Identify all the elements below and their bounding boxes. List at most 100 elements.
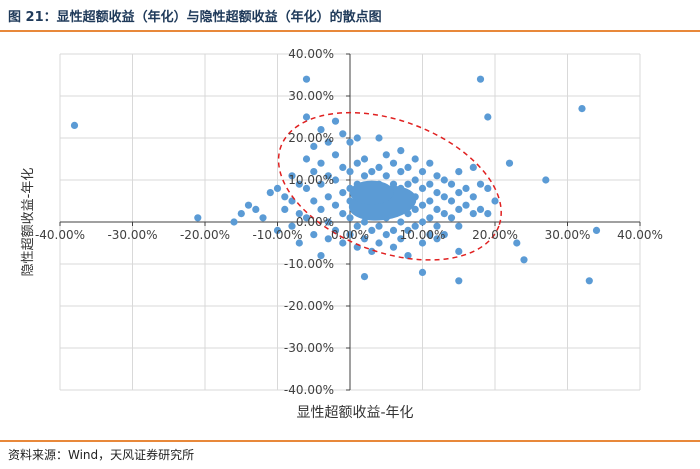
data-point-39 [331, 176, 340, 184]
data-point-18 [302, 75, 311, 83]
data-point-81 [382, 172, 390, 180]
data-point-47 [346, 138, 354, 146]
y-tick-label-5: 10.00% [288, 173, 334, 187]
data-point-104 [411, 155, 419, 163]
data-point-125 [440, 176, 448, 184]
x-tick-label-1: -30.00% [107, 228, 157, 242]
data-point-150 [505, 159, 514, 167]
data-point-97 [397, 235, 405, 243]
data-point-6 [259, 214, 267, 222]
x-tick-label-5: 10.00% [400, 228, 446, 242]
data-point-156 [592, 226, 601, 234]
data-point-138 [462, 184, 470, 192]
axis-layer [59, 53, 641, 391]
cluster-ellipse [277, 111, 502, 261]
data-point-7 [266, 189, 274, 197]
point-layer [70, 75, 601, 285]
data-point-126 [440, 193, 448, 201]
data-point-145 [476, 205, 485, 213]
data-point-25 [310, 197, 318, 205]
data-point-58 [353, 222, 361, 230]
data-point-37 [331, 117, 340, 125]
data-point-5 [252, 205, 260, 213]
data-point-1 [194, 214, 202, 222]
data-point-67 [368, 168, 376, 176]
data-point-4 [244, 201, 253, 209]
data-point-91 [389, 243, 398, 251]
data-point-21 [302, 184, 311, 192]
dense-cluster-upper [349, 180, 394, 205]
data-point-151 [513, 239, 521, 247]
x-tick-label-4: 0.00% [331, 228, 369, 242]
data-point-79 [375, 239, 383, 247]
data-point-73 [375, 134, 383, 142]
data-point-80 [382, 151, 390, 159]
data-point-108 [411, 222, 419, 230]
data-point-52 [346, 231, 354, 239]
data-point-122 [433, 205, 441, 213]
data-point-66 [360, 273, 369, 281]
data-point-121 [433, 189, 441, 197]
data-point-110 [418, 184, 427, 192]
data-point-2 [230, 218, 238, 226]
footer-rule [0, 440, 700, 442]
data-point-154 [578, 105, 586, 113]
data-point-119 [426, 231, 434, 239]
data-point-17 [295, 239, 303, 247]
data-point-12 [288, 172, 296, 180]
data-point-29 [317, 180, 325, 188]
data-point-136 [455, 247, 463, 255]
data-point-26 [310, 231, 318, 239]
data-point-103 [404, 252, 412, 260]
data-point-124 [433, 235, 441, 243]
data-point-137 [455, 277, 463, 285]
data-point-116 [426, 180, 434, 188]
tick-label-layer: -40.00% -30.00% -20.00% -10.00% 0.00% 10.00% 2… [35, 47, 663, 397]
data-point-65 [360, 235, 369, 243]
data-point-146 [484, 113, 492, 121]
data-point-155 [585, 277, 593, 285]
data-point-35 [324, 218, 332, 226]
data-point-140 [469, 163, 477, 171]
data-point-148 [484, 210, 492, 218]
data-point-24 [310, 168, 318, 176]
data-point-72 [368, 247, 376, 255]
data-point-111 [418, 201, 427, 209]
data-point-141 [469, 193, 477, 201]
data-point-61 [360, 172, 369, 180]
y-tick-label-2: -20.00% [284, 299, 334, 313]
data-point-147 [484, 184, 492, 192]
y-tick-label-7: 30.00% [288, 89, 334, 103]
y-tick-label-3: -10.00% [284, 257, 334, 271]
data-point-10 [281, 205, 289, 213]
data-point-120 [433, 172, 441, 180]
data-point-134 [455, 205, 463, 213]
data-point-153 [542, 176, 550, 184]
data-point-23 [310, 142, 318, 150]
data-point-102 [404, 226, 412, 234]
x-tick-label-3: -10.00% [252, 228, 302, 242]
data-point-86 [389, 159, 398, 167]
data-point-152 [520, 256, 528, 264]
data-point-31 [317, 252, 325, 260]
data-point-118 [426, 214, 434, 222]
y-tick-label-6: 20.00% [288, 131, 334, 145]
data-point-117 [426, 197, 434, 205]
x-tick-label-8: 40.00% [617, 228, 663, 242]
data-point-30 [317, 205, 325, 213]
data-point-64 [360, 218, 369, 226]
data-point-127 [440, 210, 448, 218]
data-point-93 [397, 168, 405, 176]
figure-title: 图 21：显性超额收益（年化）与隐性超额收益（年化）的散点图 [8, 10, 382, 25]
title-rule [0, 30, 700, 32]
data-point-15 [295, 210, 303, 218]
data-point-105 [411, 176, 419, 184]
data-point-78 [375, 222, 383, 230]
data-point-3 [237, 210, 245, 218]
data-point-38 [331, 151, 340, 159]
data-point-143 [476, 75, 485, 83]
data-point-107 [411, 205, 419, 213]
data-point-112 [418, 218, 427, 226]
data-point-128 [440, 231, 448, 239]
data-point-114 [418, 268, 427, 276]
